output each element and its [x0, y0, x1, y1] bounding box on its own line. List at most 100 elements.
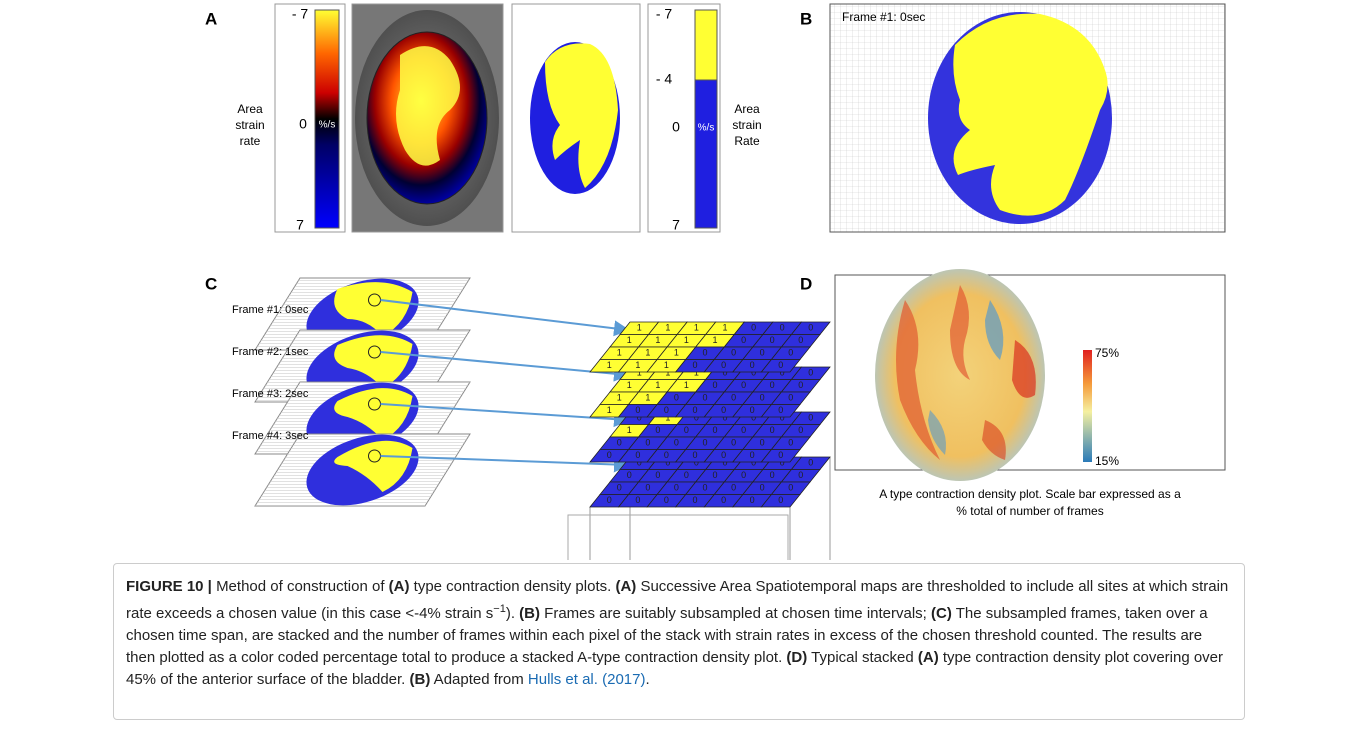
colorbar-title: strain — [235, 118, 264, 132]
cell-count: 0 — [760, 348, 765, 358]
cell-count: 0 — [788, 483, 793, 493]
cell-count: 0 — [702, 483, 707, 493]
caption-text: Adapted from — [430, 671, 528, 688]
cell-count: 1 — [607, 405, 612, 415]
cell-count: 0 — [712, 425, 717, 435]
cell-count: 0 — [808, 458, 813, 468]
cell-count: 1 — [635, 360, 640, 370]
cell-count: 1 — [617, 348, 622, 358]
page: {"panel_a": {"label": "A", "colorbar_1":… — [0, 0, 1357, 736]
cell-count: 0 — [778, 360, 783, 370]
cell-count: 1 — [645, 393, 650, 403]
cell-count: 1 — [617, 393, 622, 403]
cell-count: 0 — [635, 495, 640, 505]
cell-count: 0 — [798, 380, 803, 390]
cell-count: 0 — [731, 438, 736, 448]
cell-count: 1 — [684, 335, 689, 345]
cell-count: 0 — [702, 393, 707, 403]
cell-count: 0 — [712, 380, 717, 390]
cell-count: 1 — [655, 380, 660, 390]
cell-count: 1 — [712, 335, 717, 345]
caption-text: (B) — [410, 671, 431, 688]
cell-count: 0 — [760, 483, 765, 493]
cell-count: 0 — [770, 470, 775, 480]
cell-count: 1 — [694, 323, 699, 333]
frame-label: Frame #1: 0sec — [232, 304, 309, 316]
colorbar-title: Area — [237, 102, 263, 116]
cell-count: 1 — [627, 425, 632, 435]
cell-count: 0 — [778, 450, 783, 460]
cell-count: 0 — [798, 470, 803, 480]
frame-label: Frame #4: 3sec — [232, 430, 309, 442]
cell-count: 0 — [741, 380, 746, 390]
cell-count: 1 — [645, 348, 650, 358]
cell-count: 0 — [770, 425, 775, 435]
panel-caption: % total of number of frames — [956, 504, 1103, 518]
cell-count: 0 — [664, 450, 669, 460]
cell-count: 0 — [798, 425, 803, 435]
cell-count: 0 — [645, 483, 650, 493]
colorbar-tick: 0 — [672, 119, 680, 135]
cell-count: 0 — [721, 360, 726, 370]
colorbar-tick: 7 — [296, 217, 304, 233]
caption-text: Frames are suitably subsampled at chosen… — [540, 605, 931, 622]
cell-count: 0 — [674, 438, 679, 448]
cell-count: 1 — [627, 380, 632, 390]
colorbar-title: Area — [734, 102, 760, 116]
cell-count: 0 — [664, 405, 669, 415]
cell-count: 0 — [741, 335, 746, 345]
frame-label: Frame #2: 1sec — [232, 346, 309, 358]
caption-text: (D) — [786, 649, 807, 666]
frame-label: Frame #1: 0sec — [842, 10, 925, 24]
colorbar — [695, 80, 717, 228]
caption-text: FIGURE 10 | — [126, 578, 216, 595]
colorbar-tick: 75% — [1095, 346, 1119, 360]
cell-count: 1 — [664, 360, 669, 370]
cell-count: 0 — [655, 425, 660, 435]
density-colorbar — [1083, 350, 1092, 462]
caption-text: ). — [506, 605, 519, 622]
cell-count: 0 — [721, 495, 726, 505]
colorbar-title: Rate — [734, 134, 760, 148]
cell-count: 1 — [637, 323, 642, 333]
cell-count: 0 — [692, 360, 697, 370]
cell-count: 0 — [788, 393, 793, 403]
cell-count: 0 — [655, 470, 660, 480]
cell-count: 0 — [808, 368, 813, 378]
caption-text: (C) — [931, 605, 952, 622]
cell-count: 0 — [741, 425, 746, 435]
cell-count: 0 — [664, 495, 669, 505]
colorbar-tick: - 7 — [656, 6, 673, 22]
colorbar-title: strain — [732, 118, 761, 132]
panel-label: B — [800, 9, 812, 28]
cell-count: 0 — [721, 450, 726, 460]
cell-count: 0 — [750, 450, 755, 460]
cell-count: 0 — [684, 470, 689, 480]
citation-link[interactable]: Hulls et al. (2017) — [528, 671, 646, 688]
cell-count: 0 — [627, 470, 632, 480]
cell-count: 0 — [692, 450, 697, 460]
caption-text: (A) — [615, 578, 636, 595]
caption-text: (B) — [519, 605, 540, 622]
colorbar-unit: %/s — [698, 123, 715, 134]
totals-box — [568, 515, 788, 560]
cell-count: 0 — [684, 425, 689, 435]
cell-count: 1 — [665, 323, 670, 333]
cell-count: 0 — [645, 438, 650, 448]
colorbar-tick: - 4 — [656, 71, 673, 87]
panel-label: A — [205, 9, 217, 28]
cell-count: 1 — [627, 335, 632, 345]
cell-count: 0 — [750, 360, 755, 370]
cell-count: 0 — [712, 470, 717, 480]
cell-count: 0 — [635, 405, 640, 415]
cell-count: 0 — [635, 450, 640, 460]
cell-count: 1 — [684, 380, 689, 390]
figure-caption: FIGURE 10 | Method of construction of (A… — [113, 563, 1245, 720]
cell-count: 0 — [607, 450, 612, 460]
caption-text: Method of construction of — [216, 578, 389, 595]
frame-label: Frame #3: 2sec — [232, 388, 309, 400]
caption-text: type contraction density plots. — [410, 578, 616, 595]
cell-count: 0 — [750, 405, 755, 415]
cell-count: 0 — [770, 335, 775, 345]
cell-count: 0 — [617, 438, 622, 448]
